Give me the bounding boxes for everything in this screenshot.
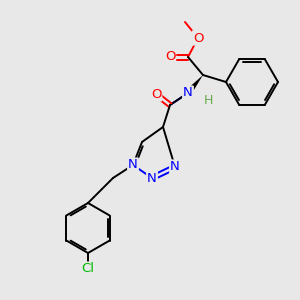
Text: O: O [165, 50, 175, 64]
Text: H: H [203, 94, 213, 106]
Polygon shape [185, 75, 203, 95]
Text: Cl: Cl [82, 262, 94, 275]
Text: O: O [151, 88, 161, 100]
Text: N: N [128, 158, 138, 172]
Text: O: O [193, 32, 203, 44]
Text: N: N [147, 172, 157, 184]
Text: N: N [170, 160, 180, 173]
Text: N: N [183, 86, 193, 100]
